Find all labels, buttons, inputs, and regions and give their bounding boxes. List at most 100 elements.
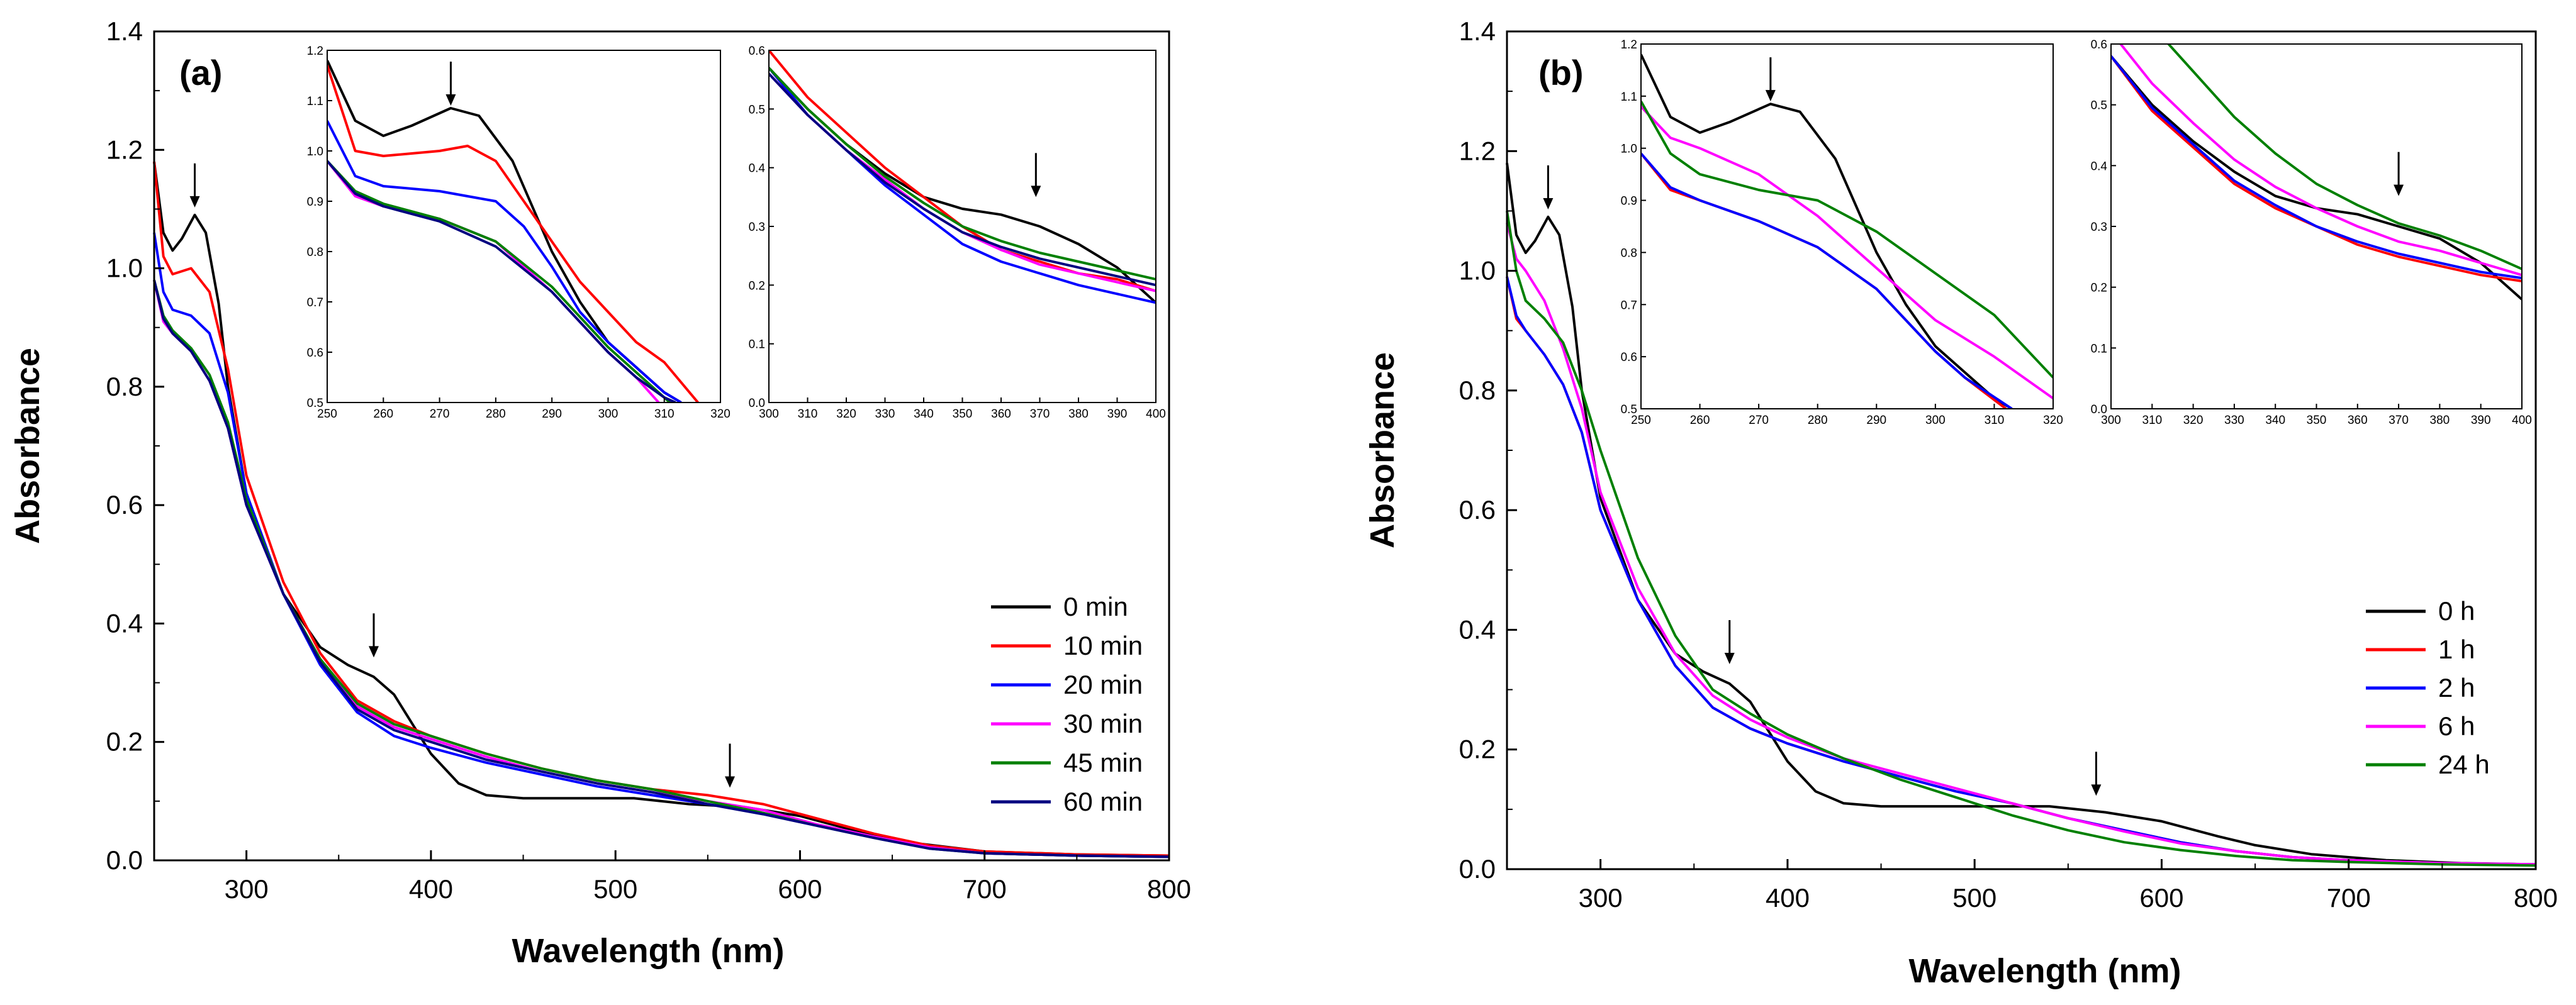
inset-y-tick-label: 0.6 bbox=[1621, 351, 1637, 364]
inset-b-1: 250 260 270 280 290 300 310 320 0.5 0.6 0.7 0.8 0.9 1… bbox=[1621, 38, 2063, 427]
panel-b: 300 400 500 600 700 800 0.0 0.2 0.4 0.6 0.8 1.0 1.2 1… bbox=[1364, 16, 2558, 990]
y-tick-label: 0.4 bbox=[106, 608, 143, 638]
inset-x-tick-label: 310 bbox=[798, 408, 818, 421]
inset-x-tick-label: 250 bbox=[1631, 414, 1651, 427]
inset-x-tick-label: 400 bbox=[2512, 414, 2532, 427]
x-tick-label: 800 bbox=[1147, 874, 1191, 904]
inset-background bbox=[1641, 44, 2053, 409]
x-tick-label: 800 bbox=[2514, 883, 2558, 913]
inset-x-tick-label: 350 bbox=[2307, 414, 2327, 427]
legend: 0 min 10 min 20 min 30 min 45 min 60 min bbox=[991, 592, 1143, 816]
inset-b-2: 300 310 320 330 340 350 360 370 380 390 400 0.0 0.1 0… bbox=[2091, 38, 2532, 427]
inset-frame bbox=[1640, 43, 2054, 409]
inset-y-tick-label: 1.1 bbox=[307, 95, 323, 108]
legend-label: 10 min bbox=[1063, 631, 1143, 660]
inset-x-tick-label: 320 bbox=[2183, 414, 2204, 427]
inset-x-tick-label: 330 bbox=[2224, 414, 2244, 427]
y-tick-label: 0.8 bbox=[1459, 375, 1496, 405]
panel-label: (b) bbox=[1538, 53, 1584, 92]
x-tick-label: 400 bbox=[1766, 883, 1810, 913]
inset-y-tick-label: 0.5 bbox=[749, 103, 765, 116]
legend-label: 20 min bbox=[1063, 670, 1143, 699]
inset-y-tick-label: 1.1 bbox=[1621, 91, 1637, 104]
inset-y-tick-label: 0.8 bbox=[307, 246, 323, 259]
x-tick-label: 300 bbox=[1579, 883, 1623, 913]
y-tick-label: 1.4 bbox=[1459, 16, 1496, 46]
x-tick-label: 500 bbox=[1952, 883, 1996, 913]
inset-y-tick-label: 0.4 bbox=[2091, 160, 2108, 173]
panel-label: (a) bbox=[179, 53, 222, 92]
inset-frame bbox=[327, 50, 721, 403]
arrow-annotation-head bbox=[725, 776, 736, 788]
x-tick-label: 700 bbox=[963, 874, 1007, 904]
inset-x-tick-label: 400 bbox=[1146, 408, 1166, 421]
inset-x-tick-label: 340 bbox=[2265, 414, 2285, 427]
y-tick-label: 1.0 bbox=[1459, 256, 1496, 286]
inset-y-tick-label: 0.7 bbox=[307, 296, 323, 309]
inset-y-tick-label: 0.1 bbox=[749, 338, 765, 352]
inset-y-tick-label: 1.2 bbox=[1621, 38, 1637, 52]
inset-y-tick-label: 0.2 bbox=[749, 279, 765, 292]
y-tick-label: 1.2 bbox=[1459, 136, 1496, 165]
y-tick-label: 1.2 bbox=[106, 135, 143, 164]
inset-x-tick-label: 260 bbox=[1690, 414, 1710, 427]
inset-y-tick-label: 0.4 bbox=[749, 162, 766, 175]
inset-x-tick-label: 270 bbox=[430, 408, 450, 421]
inset-x-tick-label: 310 bbox=[2142, 414, 2162, 427]
inset-x-tick-label: 360 bbox=[2348, 414, 2368, 427]
arrow-annotation bbox=[725, 743, 736, 788]
inset-arrow-annotation-head bbox=[1765, 90, 1776, 102]
arrow-annotation bbox=[1543, 165, 1554, 209]
inset-y-tick-label: 0.1 bbox=[2091, 342, 2107, 355]
series-line-24-h bbox=[1506, 211, 2536, 867]
inset-y-tick-label: 1.2 bbox=[307, 45, 323, 58]
inset-y-tick-label: 1.0 bbox=[1621, 143, 1637, 156]
legend-label: 0 h bbox=[2438, 596, 2475, 626]
x-tick-label: 500 bbox=[593, 874, 637, 904]
inset-series-line-45-min bbox=[327, 160, 671, 403]
arrow-annotation-head bbox=[368, 646, 379, 658]
inset-x-tick-label: 360 bbox=[991, 408, 1011, 421]
inset-x-tick-label: 330 bbox=[875, 408, 895, 421]
arrow-annotation bbox=[189, 163, 200, 208]
inset-y-tick-label: 0.9 bbox=[307, 196, 323, 209]
inset-series-line-2-h bbox=[2111, 55, 2522, 280]
legend-label: 2 h bbox=[2438, 673, 2475, 702]
arrow-annotation-head bbox=[1724, 653, 1735, 665]
inset-lines bbox=[327, 60, 699, 403]
inset-series-line-45-min bbox=[769, 67, 1156, 280]
y-axis-label: Absorbance bbox=[1364, 352, 1401, 548]
inset-x-tick-label: 280 bbox=[1808, 414, 1828, 427]
x-tick-label: 400 bbox=[409, 874, 453, 904]
y-tick-label: 0.4 bbox=[1459, 614, 1496, 644]
inset-series-line-24-h bbox=[1641, 101, 2053, 379]
inset-series-line-24-h bbox=[2166, 44, 2522, 270]
arrow-annotation bbox=[2091, 752, 2102, 796]
inset-x-tick-label: 320 bbox=[836, 408, 856, 421]
x-axis-label: Wavelength (nm) bbox=[512, 932, 784, 970]
y-tick-label: 0.0 bbox=[106, 845, 143, 875]
inset-series-line-10-min bbox=[327, 65, 699, 403]
y-tick-label: 0.6 bbox=[1459, 495, 1496, 525]
inset-x-tick-label: 320 bbox=[2043, 414, 2063, 427]
inset-x-tick-label: 320 bbox=[710, 408, 731, 421]
y-tick-label: 0.0 bbox=[1459, 854, 1496, 884]
inset-y-tick-label: 0.5 bbox=[2091, 99, 2107, 113]
inset-x-tick-label: 310 bbox=[654, 408, 675, 421]
legend-label: 30 min bbox=[1063, 709, 1143, 738]
inset-y-tick-label: 0.5 bbox=[307, 397, 323, 410]
panel-a: 300 400 500 600 700 800 0.0 0.2 0.4 0.6 0.8 1.0 1.2 1… bbox=[9, 16, 1191, 970]
arrow-annotation bbox=[1724, 620, 1735, 665]
inset-x-tick-label: 370 bbox=[1030, 408, 1050, 421]
inset-series-line-2-h bbox=[1641, 152, 2013, 409]
x-tick-label: 700 bbox=[2327, 883, 2371, 913]
y-tick-label: 0.2 bbox=[106, 727, 143, 757]
x-tick-label: 300 bbox=[225, 874, 269, 904]
y-tick-label: 0.8 bbox=[106, 372, 143, 401]
inset-x-tick-label: 380 bbox=[2430, 414, 2450, 427]
inset-arrow-annotation bbox=[2394, 152, 2404, 196]
x-tick-label: 600 bbox=[2139, 883, 2183, 913]
y-tick-label: 1.4 bbox=[106, 16, 143, 46]
inset-arrow-annotation-head bbox=[1031, 186, 1041, 197]
